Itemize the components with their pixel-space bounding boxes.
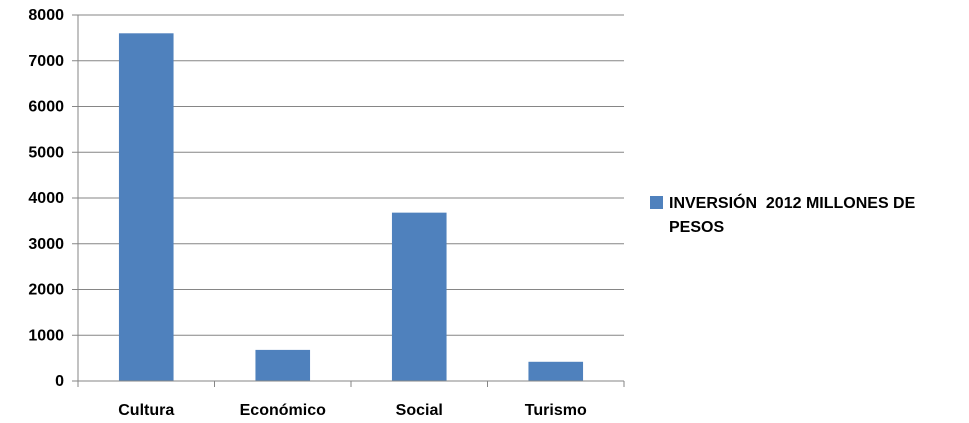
y-tick-label: 7000 — [28, 53, 64, 70]
y-tick-label: 5000 — [28, 144, 64, 161]
y-tick-label: 4000 — [28, 190, 64, 207]
axes — [72, 15, 624, 382]
x-tick-label: Social — [396, 402, 443, 419]
legend-label: INVERSIÓN 2012 MILLONES DE PESOS — [669, 195, 920, 236]
bar-cultura — [118, 33, 174, 382]
legend-swatch — [650, 196, 663, 209]
x-tick-labels: Cultura Económico Social Turismo — [118, 402, 587, 419]
y-tick-label: 1000 — [28, 327, 64, 344]
bar-turismo — [528, 361, 584, 381]
y-tick-label: 3000 — [28, 236, 64, 253]
x-tick-label: Turismo — [525, 402, 587, 419]
y-tick-labels: 0 1000 2000 3000 4000 5000 6000 7000 8000 — [28, 7, 64, 390]
bar-económico — [255, 349, 311, 381]
legend: INVERSIÓN 2012 MILLONES DE PESOS — [650, 192, 965, 240]
x-tick-label: Económico — [240, 402, 326, 419]
bars — [118, 33, 584, 382]
y-tick-label: 6000 — [28, 99, 64, 116]
bar-social — [391, 212, 447, 381]
y-tick-label: 2000 — [28, 282, 64, 299]
y-tick-label: 8000 — [28, 7, 64, 24]
y-tick-label: 0 — [55, 373, 64, 390]
x-tick-label: Cultura — [118, 402, 174, 419]
